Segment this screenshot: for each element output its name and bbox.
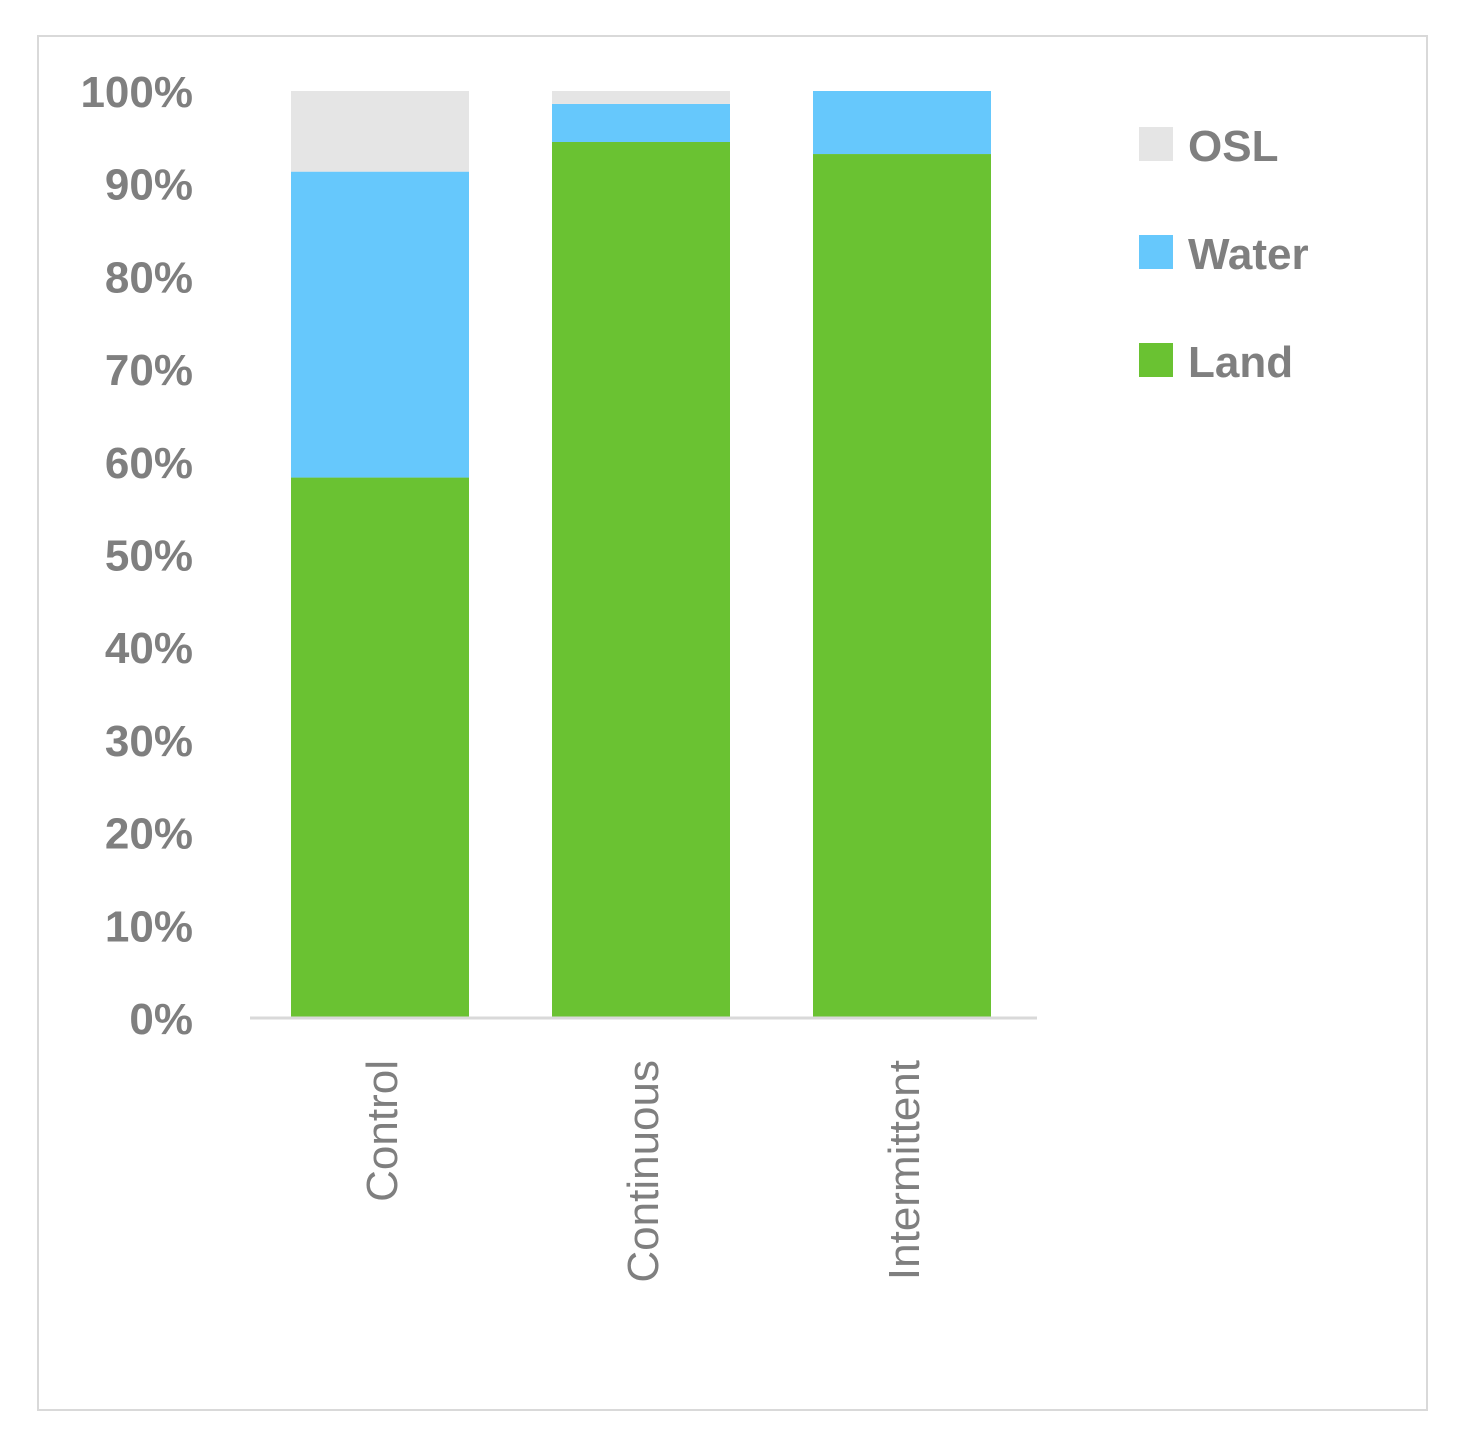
y-tick-label: 20% — [105, 810, 193, 859]
legend-swatch-water — [1139, 235, 1173, 269]
x-category-label: Control — [358, 1060, 407, 1202]
x-category-labels: Control Continuous Intermittent — [358, 1060, 929, 1283]
bar-control-land — [291, 477, 469, 1019]
y-tick-label: 0% — [129, 995, 193, 1044]
bar-control-osl — [291, 91, 469, 172]
y-tick-labels: 0% 10% 20% 30% 40% 50% 60% 70% 80% 90% 100% — [80, 68, 193, 1044]
x-category-label: Intermittent — [880, 1060, 929, 1280]
legend-label-water: Water — [1188, 230, 1309, 279]
bar-continuous-osl — [552, 91, 730, 104]
bar-continuous-land — [552, 141, 730, 1019]
legend-label-osl: OSL — [1188, 122, 1278, 171]
legend-swatch-land — [1139, 343, 1173, 377]
y-tick-label: 40% — [105, 624, 193, 673]
y-tick-label: 60% — [105, 439, 193, 488]
legend-label-land: Land — [1188, 338, 1293, 387]
bar-intermittent-land — [813, 154, 991, 1018]
bar-continuous-water — [552, 103, 730, 142]
bar-intermittent-water — [813, 91, 991, 155]
y-tick-label: 80% — [105, 253, 193, 302]
legend: OSL Water Land — [1139, 122, 1309, 387]
y-tick-label: 50% — [105, 532, 193, 581]
y-tick-label: 90% — [105, 161, 193, 210]
y-tick-label: 10% — [105, 902, 193, 951]
y-tick-label: 70% — [105, 346, 193, 395]
bars-group — [291, 91, 991, 1019]
y-tick-label: 100% — [80, 68, 193, 117]
y-tick-label: 30% — [105, 717, 193, 766]
legend-swatch-osl — [1139, 127, 1173, 161]
chart-frame — [37, 35, 1428, 1411]
bar-control-water — [291, 171, 469, 478]
x-category-label: Continuous — [619, 1060, 668, 1283]
